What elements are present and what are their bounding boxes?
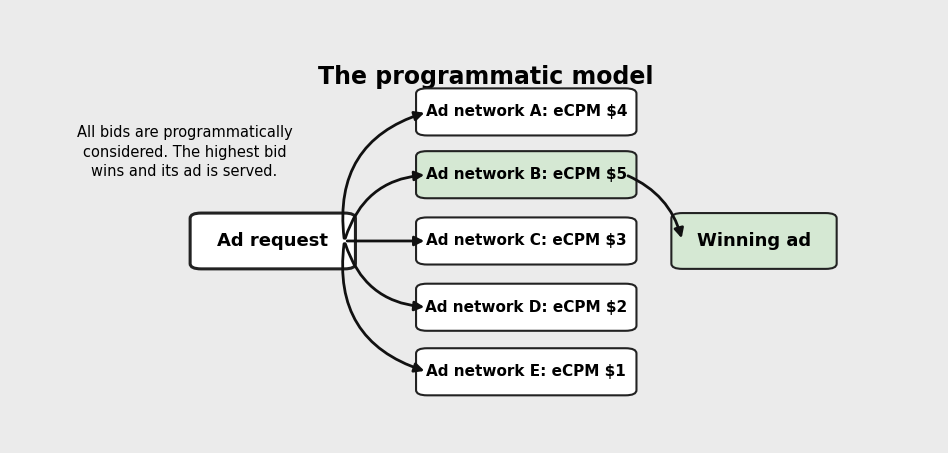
FancyBboxPatch shape	[416, 348, 636, 395]
FancyArrowPatch shape	[343, 112, 422, 238]
FancyArrowPatch shape	[628, 176, 683, 235]
Text: Ad network B: eCPM $5: Ad network B: eCPM $5	[426, 167, 627, 182]
Text: Ad network A: eCPM $4: Ad network A: eCPM $4	[426, 104, 627, 120]
Text: All bids are programmatically
considered. The highest bid
wins and its ad is ser: All bids are programmatically considered…	[77, 125, 293, 179]
FancyArrowPatch shape	[345, 244, 421, 310]
FancyBboxPatch shape	[416, 284, 636, 331]
FancyBboxPatch shape	[416, 88, 636, 135]
FancyBboxPatch shape	[416, 151, 636, 198]
FancyBboxPatch shape	[191, 213, 356, 269]
FancyArrowPatch shape	[347, 237, 421, 245]
Text: Ad network D: eCPM $2: Ad network D: eCPM $2	[425, 300, 628, 315]
Text: Ad network C: eCPM $3: Ad network C: eCPM $3	[426, 233, 627, 249]
Text: Ad network E: eCPM $1: Ad network E: eCPM $1	[427, 364, 626, 379]
FancyBboxPatch shape	[671, 213, 837, 269]
Text: Ad request: Ad request	[217, 232, 328, 250]
Text: The programmatic model: The programmatic model	[319, 65, 653, 89]
FancyArrowPatch shape	[345, 172, 421, 238]
FancyBboxPatch shape	[416, 217, 636, 265]
FancyArrowPatch shape	[342, 244, 422, 371]
Text: Winning ad: Winning ad	[697, 232, 811, 250]
